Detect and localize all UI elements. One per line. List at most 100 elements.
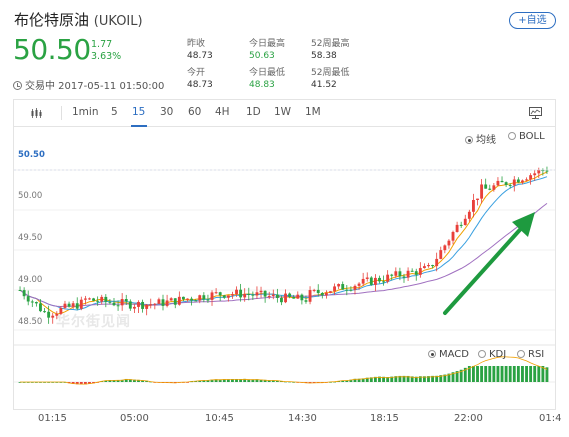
radio-icon	[465, 136, 473, 144]
macd-bar	[394, 376, 398, 382]
macd-dif-line	[20, 356, 548, 385]
candle-body	[88, 298, 91, 300]
macd-bar	[263, 379, 267, 382]
candle-body	[22, 290, 26, 297]
stat-day-low: 今日最低 48.83	[249, 68, 286, 90]
macd-bar	[186, 382, 189, 383]
macd-bar	[541, 366, 545, 382]
tab-5[interactable]: 5	[111, 106, 118, 118]
annotation-arrow-head	[512, 212, 535, 237]
price-chart[interactable]	[14, 127, 555, 409]
candle-body	[288, 293, 292, 297]
macd-bar	[508, 366, 512, 382]
macd-bar	[259, 379, 263, 382]
y-tick-current: 50.50	[18, 150, 45, 160]
indicator-rsi-option[interactable]: RSI	[517, 349, 544, 360]
add-watchlist-button[interactable]: +自选	[509, 12, 556, 29]
quote-header: 布伦特原油 (UKOIL) +自选 50.50 1.77 3.63% 昨收 48…	[0, 0, 569, 98]
tab-1min[interactable]: 1min	[72, 106, 99, 118]
tab-60[interactable]: 60	[188, 106, 202, 118]
candle-body	[47, 311, 51, 318]
x-tick: 22:00	[454, 413, 483, 424]
macd-bar	[459, 369, 463, 382]
macd-bar	[431, 375, 435, 382]
macd-bar	[512, 366, 516, 382]
macd-bar	[292, 381, 296, 383]
overlay-ma-option[interactable]: 均线	[465, 131, 496, 146]
macd-bar	[492, 366, 496, 382]
fullscreen-chart-icon[interactable]	[529, 107, 542, 119]
macd-bar	[484, 366, 488, 382]
candle-body	[316, 289, 320, 294]
macd-bar	[116, 380, 120, 382]
candle-body	[18, 290, 22, 291]
candlestick-type-icon[interactable]	[31, 108, 43, 118]
candle-body	[439, 250, 443, 259]
candle-body	[141, 301, 145, 309]
candle-body	[349, 289, 353, 291]
candle-body	[459, 224, 463, 226]
stat-52w-high: 52周最高 58.38	[311, 39, 350, 61]
candle-body	[165, 300, 169, 306]
ma-line	[19, 176, 548, 311]
x-tick: 10:45	[205, 413, 234, 424]
candle-body	[271, 294, 275, 296]
overlay-boll-option[interactable]: BOLL	[508, 131, 545, 142]
candle-body	[198, 295, 202, 301]
candle-body	[67, 303, 71, 307]
candle-body	[239, 289, 243, 298]
indicator-kdj-option[interactable]: KDJ	[478, 349, 506, 360]
candle-body	[231, 294, 234, 296]
candle-body	[545, 170, 549, 172]
stat-open: 今开 48.73	[187, 68, 213, 90]
candle-body	[373, 277, 377, 285]
candle-body	[484, 184, 488, 189]
candle-body	[455, 224, 459, 232]
y-tick: 48.50	[18, 317, 43, 327]
macd-bar	[357, 378, 361, 382]
macd-bar	[529, 366, 533, 382]
chart-toolbar: 1min 5 15 30 60 4H 1D 1W 1M	[14, 100, 555, 127]
candle-body	[280, 297, 283, 303]
macd-bar	[418, 376, 422, 382]
tab-1m[interactable]: 1M	[305, 106, 321, 118]
macd-bar	[75, 382, 79, 385]
macd-bar	[516, 366, 520, 382]
candle-body	[157, 299, 161, 304]
candle-body	[275, 294, 279, 298]
candle-body	[476, 198, 479, 200]
change-percent: 3.63%	[91, 51, 122, 62]
candle-body	[255, 292, 259, 296]
macd-bar	[275, 380, 279, 382]
tab-1d[interactable]: 1D	[246, 106, 261, 118]
macd-bar	[463, 367, 467, 382]
macd-bar	[202, 380, 206, 382]
candle-body	[516, 179, 520, 183]
candle-body	[34, 302, 38, 304]
candle-body	[173, 298, 177, 305]
macd-bar	[226, 379, 230, 382]
macd-bar	[345, 380, 349, 382]
macd-bar	[222, 379, 226, 382]
tab-15[interactable]: 15	[132, 106, 146, 118]
candle-body	[153, 303, 157, 305]
ma-line	[19, 171, 548, 315]
stat-52w-low: 52周最低 41.52	[311, 68, 350, 90]
toolbar-divider	[61, 106, 62, 120]
candle-body	[480, 184, 484, 199]
candle-body	[112, 302, 116, 306]
change-value: 1.77	[91, 39, 113, 50]
macd-bar	[488, 366, 492, 382]
tab-4h[interactable]: 4H	[215, 106, 230, 118]
candle-body	[30, 301, 34, 303]
indicator-macd-option[interactable]: MACD	[428, 349, 469, 360]
active-tab-indicator	[131, 125, 147, 127]
candle-body	[202, 295, 206, 300]
candle-body	[525, 179, 528, 181]
tab-30[interactable]: 30	[160, 106, 174, 118]
candle-body	[337, 284, 341, 287]
tab-1w[interactable]: 1W	[274, 106, 292, 118]
macd-bar	[108, 380, 112, 382]
macd-bar	[414, 376, 418, 382]
macd-bar	[251, 379, 255, 382]
